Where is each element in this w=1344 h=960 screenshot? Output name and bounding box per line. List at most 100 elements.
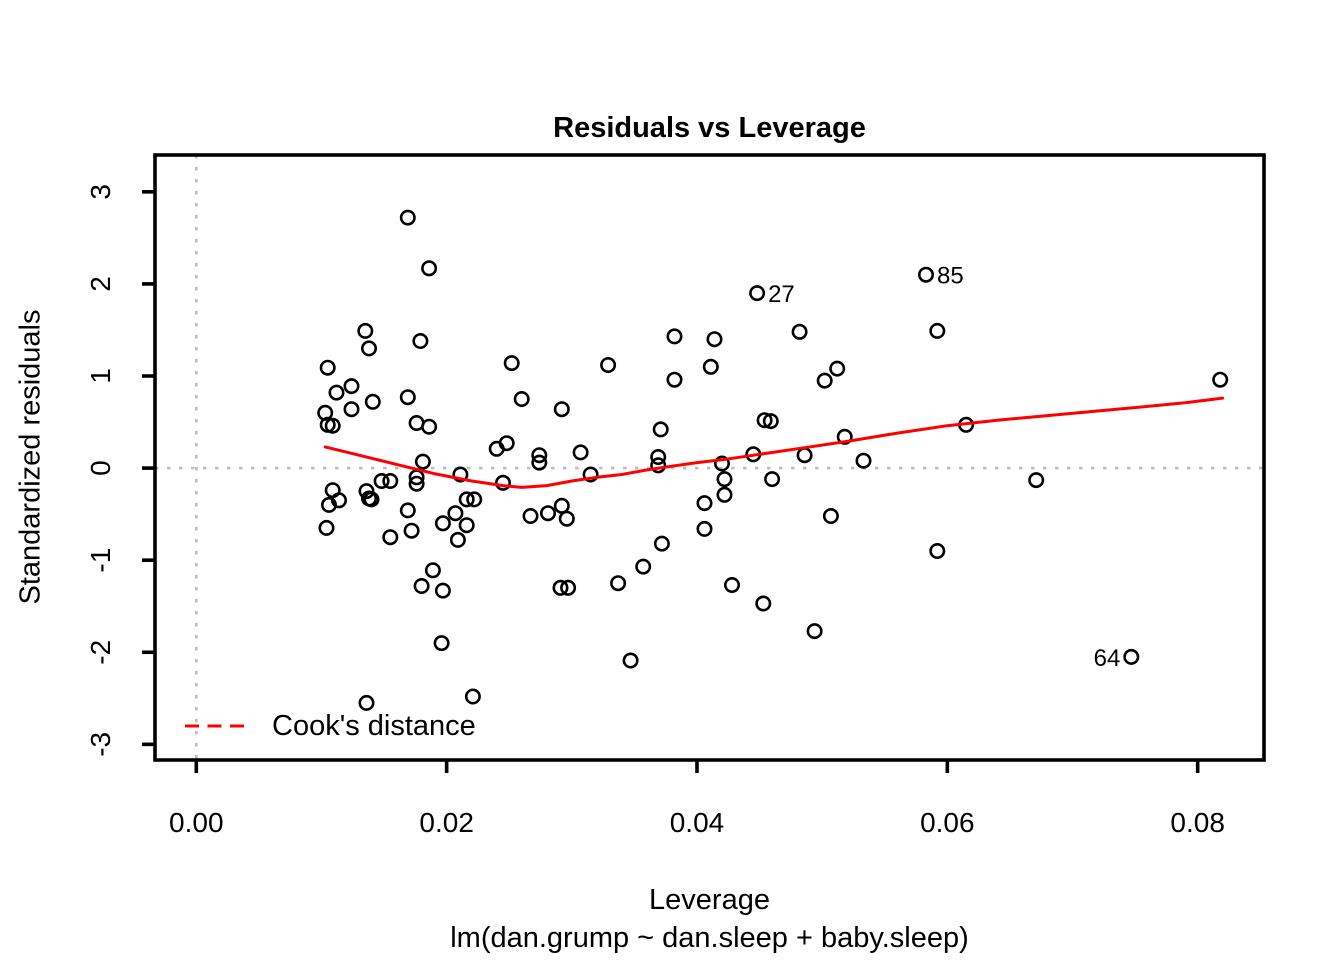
data-point [413, 577, 430, 594]
y-tick-label: 2 [85, 276, 116, 292]
cooks-distance-legend: Cook's distance [183, 711, 476, 741]
x-tick-label: 0.04 [670, 807, 725, 838]
data-point [513, 390, 530, 407]
data-point [330, 492, 347, 509]
data-point [1028, 472, 1045, 489]
y-tick-label: -2 [85, 640, 116, 665]
y-tick-label: -3 [85, 732, 116, 757]
data-point [363, 491, 380, 508]
y-tick-label: -1 [85, 548, 116, 573]
data-point [696, 520, 713, 537]
data-point [421, 260, 438, 277]
point-label: 85 [937, 263, 964, 290]
data-point [666, 371, 683, 388]
model-formula-caption: lm(dan.grump ~ dan.sleep + baby.sleep) [450, 922, 969, 954]
data-point [414, 453, 431, 470]
data-point [452, 466, 469, 483]
data-point [531, 447, 548, 464]
chart-title: Residuals vs Leverage [553, 112, 866, 144]
data-point [635, 558, 652, 575]
data-point [762, 413, 779, 430]
x-tick-label: 0.02 [419, 807, 474, 838]
data-point [552, 579, 569, 596]
data-point [756, 412, 773, 429]
data-point [498, 435, 515, 452]
x-tick-label: 0.00 [169, 807, 224, 838]
data-point [622, 652, 639, 669]
y-tick-label: 0 [85, 460, 116, 476]
data-point [449, 531, 466, 548]
y-tick-label: 1 [85, 368, 116, 384]
data-point [447, 505, 464, 522]
data-point [822, 507, 839, 524]
x-axis-title: Leverage [649, 884, 770, 916]
data-point [558, 510, 575, 527]
data-point [666, 328, 683, 345]
data-point [364, 393, 381, 410]
x-tick-label: 0.06 [920, 807, 975, 838]
data-point [458, 517, 475, 534]
data-point [343, 401, 360, 418]
data-point [713, 455, 730, 472]
data-point [408, 475, 425, 492]
point-label: 27 [768, 281, 795, 308]
data-point [796, 447, 813, 464]
data-point [433, 635, 450, 652]
data-point [706, 331, 723, 348]
data-point [600, 356, 617, 373]
data-point [806, 623, 823, 640]
data-point [324, 417, 341, 434]
data-point [653, 535, 670, 552]
data-point [403, 522, 420, 539]
data-point [458, 491, 475, 508]
data-point [755, 595, 772, 612]
data-point [503, 355, 520, 372]
data-point [723, 576, 740, 593]
data-point [610, 575, 627, 592]
data-point [1212, 371, 1229, 388]
data-point [399, 389, 416, 406]
point-label: 64 [1094, 645, 1121, 672]
data-point [328, 384, 345, 401]
data-point [318, 519, 335, 536]
data-point [650, 457, 667, 474]
data-point [343, 378, 360, 395]
data-point [412, 332, 429, 349]
dashed-line-icon [185, 724, 247, 728]
data-point [424, 562, 441, 579]
data-point [696, 495, 713, 512]
data-point [929, 542, 946, 559]
y-tick-label: 3 [85, 184, 116, 200]
data-point [1123, 648, 1140, 665]
plot-border [153, 153, 1266, 762]
data-point [360, 340, 377, 357]
data-point [764, 471, 781, 488]
smooth-line [323, 396, 1225, 489]
data-point [358, 483, 375, 500]
data-point [560, 579, 577, 596]
data-point [791, 323, 808, 340]
data-point [434, 582, 451, 599]
data-point [716, 471, 733, 488]
data-point [382, 472, 399, 489]
data-point [929, 322, 946, 339]
data-point [531, 454, 548, 471]
data-point [582, 466, 599, 483]
data-point [572, 444, 589, 461]
data-point [829, 360, 846, 377]
data-point [539, 505, 556, 522]
data-point [702, 358, 719, 375]
data-point [494, 474, 511, 491]
data-point [816, 372, 833, 389]
data-point [373, 472, 390, 489]
data-point [749, 285, 766, 302]
data-point [553, 497, 570, 514]
data-point [836, 428, 853, 445]
data-point [434, 515, 451, 532]
data-point [522, 507, 539, 524]
legend-label: Cook's distance [272, 710, 476, 742]
data-point [357, 322, 374, 339]
data-point [464, 688, 481, 705]
